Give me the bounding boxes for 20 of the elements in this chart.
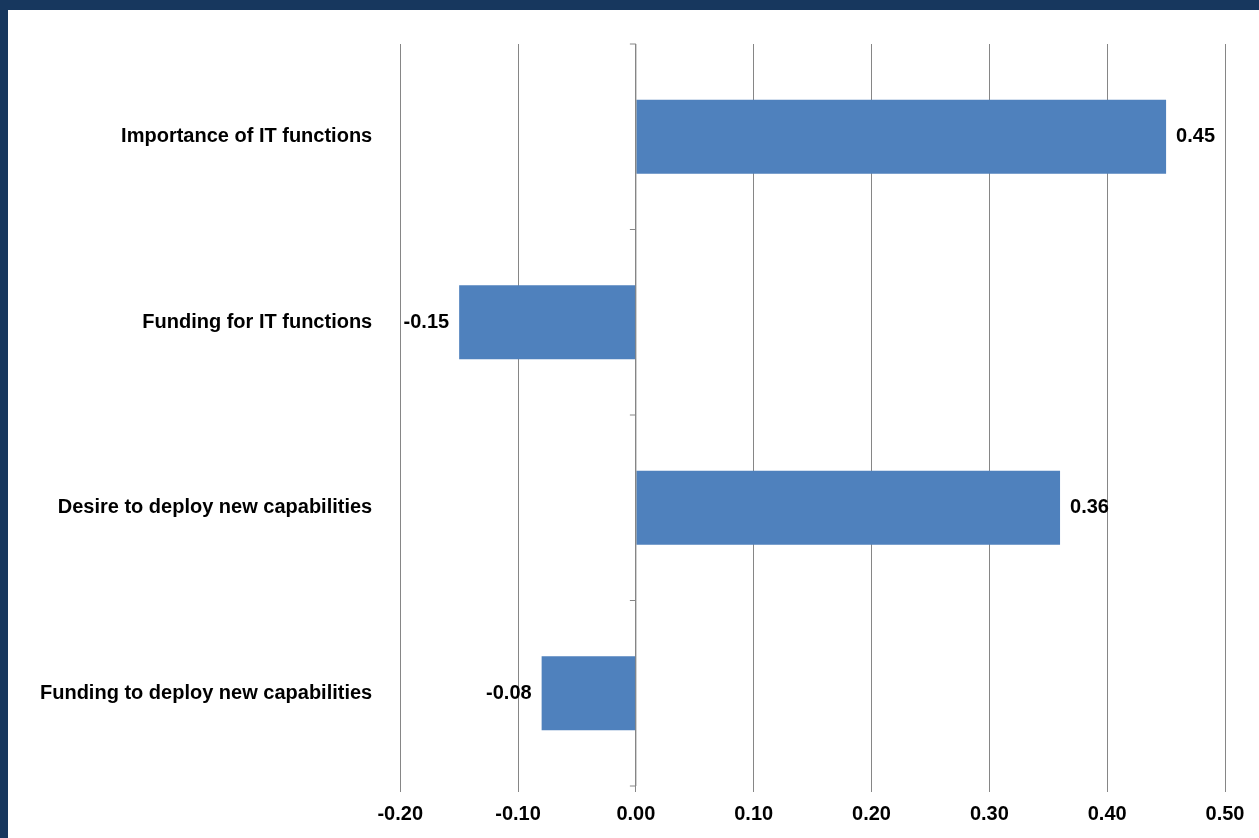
bar xyxy=(636,470,1061,545)
data-label: 0.45 xyxy=(1176,124,1216,147)
x-tick-label: 0.00 xyxy=(616,801,656,824)
data-label: -0.15 xyxy=(403,309,450,332)
y-tick-label: Funding to deploy new capabilities xyxy=(40,680,373,703)
bar xyxy=(459,285,636,360)
x-tick-label: -0.20 xyxy=(377,801,424,824)
x-tick-label: 0.50 xyxy=(1205,801,1245,824)
bar xyxy=(636,99,1167,174)
y-tick-label: Funding for IT functions xyxy=(142,309,373,332)
x-tick-label: 0.20 xyxy=(852,801,891,824)
data-label: -0.08 xyxy=(486,680,532,703)
x-tick-label: 0.10 xyxy=(734,801,774,824)
x-tick-label: 0.40 xyxy=(1087,801,1127,824)
bar xyxy=(541,656,636,731)
y-tick-label: Importance of IT functions xyxy=(121,124,373,147)
data-label: 0.36 xyxy=(1070,495,1109,518)
x-tick-label: 0.30 xyxy=(969,801,1009,824)
y-tick-label: Desire to deploy new capabilities xyxy=(57,495,373,518)
x-tick-label: -0.10 xyxy=(495,801,541,824)
